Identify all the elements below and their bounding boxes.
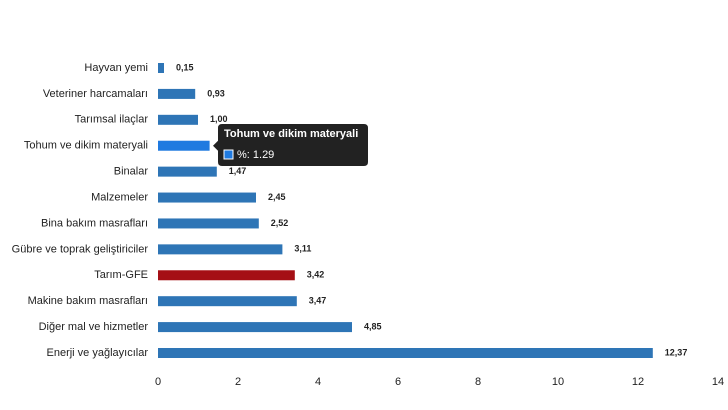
bar[interactable] xyxy=(158,244,283,255)
bar[interactable] xyxy=(158,322,352,333)
bar[interactable] xyxy=(158,348,653,358)
bar[interactable] xyxy=(158,270,295,281)
x-tick-label: 4 xyxy=(315,376,321,388)
x-tick-label: 8 xyxy=(475,376,481,388)
x-tick-label: 10 xyxy=(552,376,564,388)
bar[interactable] xyxy=(158,140,210,151)
value-label: 4,85 xyxy=(364,321,382,331)
x-tick-label: 12 xyxy=(632,376,644,388)
tooltip-swatch xyxy=(223,149,234,160)
category-label: Binalar xyxy=(114,166,149,178)
value-label: 2,45 xyxy=(268,192,286,202)
value-label: 3,11 xyxy=(294,244,311,254)
category-label: Makine bakım masrafları xyxy=(28,295,148,307)
category-label: Hayvan yemi xyxy=(84,62,148,74)
category-label: Gübre ve toprak geliştiriciler xyxy=(12,243,149,255)
value-label: 1,47 xyxy=(229,166,247,176)
tooltip-title: Tohum ve dikim materyali xyxy=(224,128,358,140)
category-label: Tohum ve dikim materyali xyxy=(24,140,148,152)
value-label: 0,93 xyxy=(207,88,225,98)
tooltip-box xyxy=(213,124,368,166)
category-label: Malzemeler xyxy=(91,191,148,203)
bar[interactable] xyxy=(158,166,217,177)
value-label: 3,47 xyxy=(309,296,327,306)
x-tick-label: 14 xyxy=(712,376,724,388)
bar[interactable] xyxy=(158,296,297,307)
x-tick-label: 0 xyxy=(155,376,161,388)
value-label: 2,52 xyxy=(271,218,289,228)
category-label: Tarım-GFE xyxy=(94,269,148,281)
value-label: 1,00 xyxy=(210,114,228,124)
category-label: Veteriner harcamaları xyxy=(43,88,148,100)
bar[interactable] xyxy=(158,114,198,125)
value-label: 12,37 xyxy=(665,347,688,357)
tooltip-label: %: 1.29 xyxy=(237,149,274,161)
x-tick-label: 6 xyxy=(395,376,401,388)
bar[interactable] xyxy=(158,218,259,229)
tooltip: Tohum ve dikim materyali %: 1.29 xyxy=(213,124,368,166)
value-label: 3,42 xyxy=(307,270,325,280)
category-label: Diğer mal ve hizmetler xyxy=(39,321,149,333)
category-label: Bina bakım masrafları xyxy=(41,217,148,229)
bar[interactable] xyxy=(158,192,256,203)
x-tick-label: 2 xyxy=(235,376,241,388)
category-label: Enerji ve yağlayıcılar xyxy=(47,347,149,359)
value-label: 0,15 xyxy=(176,62,194,72)
category-label: Tarımsal ilaçlar xyxy=(75,114,149,126)
bar[interactable] xyxy=(158,63,164,73)
bar[interactable] xyxy=(158,88,196,99)
